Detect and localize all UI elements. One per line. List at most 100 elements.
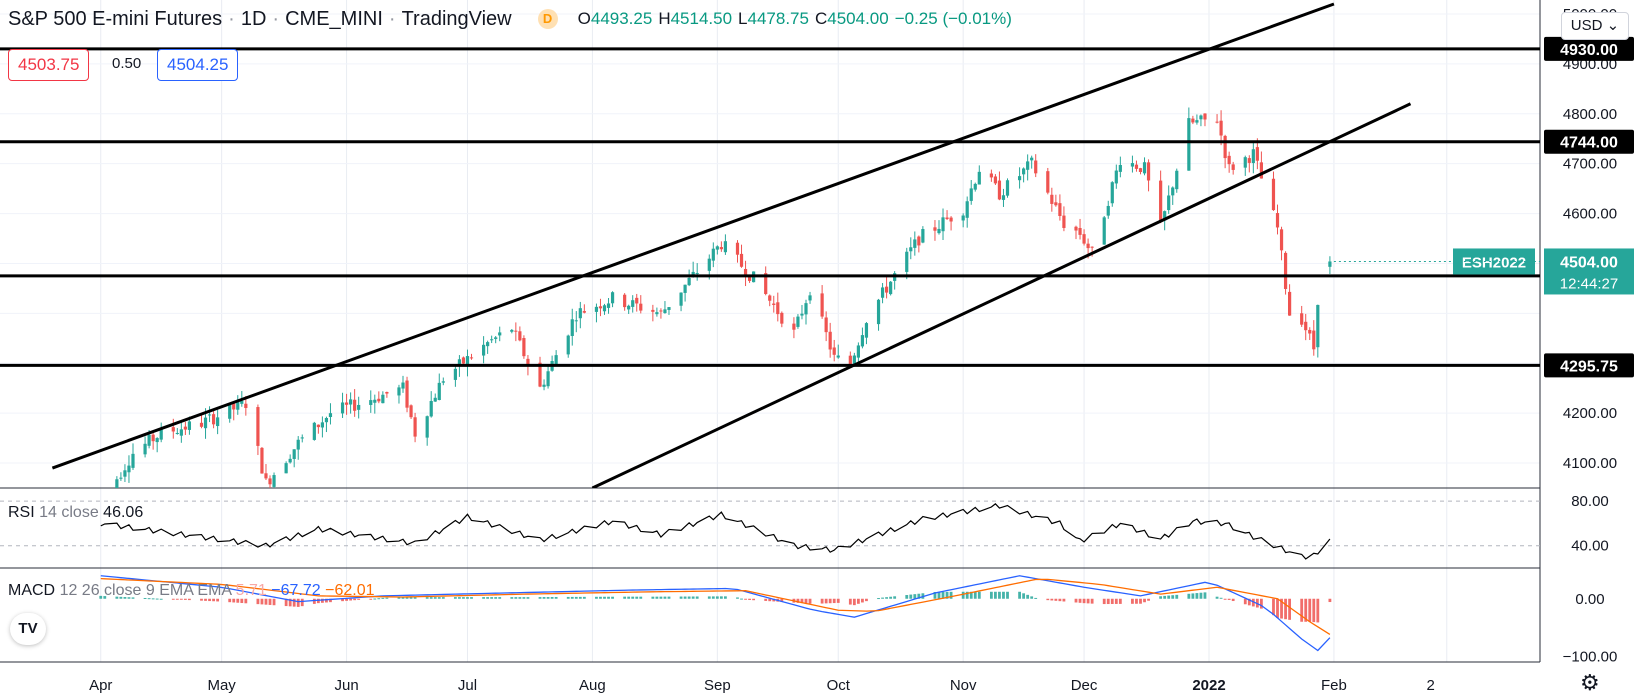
macd-histogram-bar — [965, 591, 969, 599]
candle-body — [405, 380, 409, 408]
buy-button[interactable]: 4504.25 — [157, 49, 239, 81]
macd-histogram-bar — [526, 597, 530, 599]
macd-hist-value: 5.71 — [235, 582, 267, 599]
macd-histogram-bar — [522, 597, 526, 599]
candle-body — [598, 306, 603, 309]
candle-body — [1130, 163, 1135, 167]
candle-body — [236, 401, 240, 410]
candle-body — [1062, 215, 1066, 228]
candle-body — [1288, 291, 1292, 316]
interval-label[interactable]: 1D — [240, 7, 267, 30]
macd-histogram-bar — [836, 598, 840, 603]
candle-body — [917, 236, 921, 246]
candle-body — [933, 227, 937, 231]
candle-body — [199, 422, 204, 427]
macd-histogram-bar — [893, 596, 897, 599]
source-label: TradingView — [401, 7, 512, 30]
candle-body — [1304, 321, 1308, 331]
delayed-badge-icon[interactable]: D — [537, 9, 558, 29]
macd-histogram-bar — [913, 594, 917, 599]
candle-body — [1223, 135, 1227, 159]
macd-histogram-bar — [312, 598, 316, 604]
candle-body — [385, 391, 389, 394]
macd-histogram-bar — [1139, 598, 1142, 604]
candle-body — [885, 286, 889, 293]
candle-body — [804, 303, 808, 315]
macd-histogram-bar — [1110, 598, 1114, 604]
macd-histogram-bar — [603, 596, 606, 599]
macd-histogram-bar — [1175, 594, 1179, 599]
candle-body — [1050, 194, 1054, 204]
macd-histogram-bar — [885, 597, 888, 599]
macd-histogram-bar — [832, 598, 836, 604]
candle-body — [284, 463, 288, 474]
macd-histogram-bar — [1195, 593, 1199, 599]
candle-body — [792, 323, 796, 330]
candle-body — [183, 426, 187, 430]
macd-histogram-bar — [724, 596, 727, 599]
candle-body — [997, 180, 1002, 200]
candle-body — [264, 473, 268, 479]
candle-body — [211, 414, 216, 425]
candle-body — [610, 292, 615, 304]
candle-body — [1231, 164, 1235, 170]
candle-body — [860, 335, 865, 347]
candle-body — [723, 241, 727, 253]
macd-histogram-bar — [973, 591, 977, 599]
candle-body — [578, 308, 582, 319]
macd-histogram-bar — [578, 596, 582, 599]
macd-histogram-bar — [115, 596, 119, 599]
drawn-lines[interactable] — [0, 2, 1540, 488]
candle-body — [465, 356, 470, 366]
sell-button[interactable]: 4503.75 — [8, 49, 90, 81]
macd-histogram-bar — [179, 598, 183, 600]
macd-histogram-bar — [772, 598, 776, 602]
level-price-tag — [1544, 36, 1634, 61]
candle-body — [856, 345, 860, 358]
currency-dropdown[interactable]: USD ⌄ — [1561, 12, 1629, 40]
candle-body — [542, 384, 546, 387]
candle-body — [1030, 157, 1034, 161]
last-price-tag — [1544, 248, 1634, 295]
macd-histogram-bar — [381, 597, 385, 599]
macd-histogram-bar — [1078, 598, 1082, 603]
candle-body — [441, 381, 445, 383]
time-axis[interactable]: Apr May Jun Jul Aug Sep Oct Nov Dec 2022 Feb 2 — [89, 677, 1435, 694]
countdown-text: 12:44:27 — [1560, 275, 1618, 292]
candle-body — [268, 478, 272, 485]
candle-body — [1082, 234, 1086, 244]
gear-icon[interactable]: ⚙ — [1580, 670, 1600, 695]
candle-body — [627, 305, 631, 310]
candle-body — [119, 477, 123, 479]
macd-histogram-bar — [856, 598, 860, 604]
candle-body — [115, 479, 119, 488]
tradingview-logo[interactable]: TV — [10, 613, 46, 645]
rsi-legend[interactable]: RSI 14 close 46.06 — [8, 504, 143, 522]
macd-legend[interactable]: MACD 12 26 close 9 EMA EMA 5.71 −67.72 −… — [8, 582, 375, 600]
macd-histogram-bar — [820, 598, 824, 604]
macd-histogram-bar — [599, 596, 602, 599]
candle-body — [800, 313, 804, 316]
candle-body — [1106, 205, 1110, 216]
macd-histogram-bar — [329, 598, 332, 603]
candle-body — [1300, 313, 1304, 325]
macd-histogram-bar — [425, 597, 429, 599]
chevron-down-icon: ⌄ — [1606, 17, 1620, 34]
macd-histogram-bar — [852, 598, 856, 606]
macd-histogram-bar — [212, 598, 215, 602]
macd-histogram-bar — [905, 595, 909, 599]
candle-body — [905, 251, 909, 272]
macd-histogram-bar — [256, 598, 260, 605]
candle-body — [941, 217, 945, 232]
candle-body — [498, 332, 502, 336]
candle-body — [1203, 113, 1207, 120]
macd-histogram-bar — [917, 593, 921, 599]
close-value: 4504.00 — [827, 9, 889, 28]
ohlc-close: C4504.00 — [815, 9, 889, 29]
macd-histogram-bar — [566, 596, 570, 599]
price-tick-label: 4200.00 — [1563, 405, 1617, 422]
price-axis[interactable]: 5000.004900.004800.004700.004600.004200.… — [1333, 0, 1639, 700]
symbol-title[interactable]: S&P 500 E-mini Futures — [8, 7, 223, 30]
macd-histogram-bar — [228, 598, 232, 603]
